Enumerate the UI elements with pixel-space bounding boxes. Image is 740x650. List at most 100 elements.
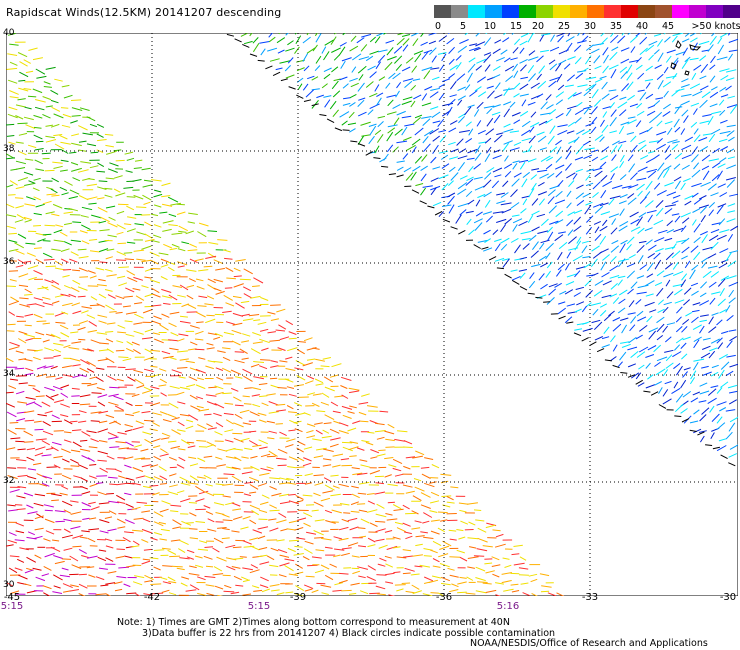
wind-barb (727, 53, 734, 61)
wind-barb (667, 139, 678, 144)
wind-barb (709, 297, 716, 305)
wind-barb (645, 362, 651, 369)
wind-barb (293, 402, 303, 407)
wind-barb (654, 64, 662, 69)
wind-map-plot[interactable] (6, 33, 738, 596)
wind-barb (558, 231, 566, 234)
legend-swatch (553, 5, 570, 18)
wind-barb (77, 248, 87, 251)
wind-barb (258, 383, 268, 386)
contamination-barb (535, 296, 543, 299)
wind-barb (18, 338, 27, 344)
wind-barb (78, 410, 87, 414)
contamination-barb (643, 390, 651, 393)
wind-barb (90, 411, 102, 414)
wind-barb (222, 483, 234, 486)
wind-barb (171, 417, 180, 421)
wind-barb (161, 589, 170, 593)
wind-barb (468, 229, 475, 236)
wind-barb (186, 556, 194, 560)
wind-barb (401, 66, 411, 72)
wind-barb (711, 128, 721, 135)
wind-barb (142, 184, 153, 188)
wind-barb (538, 273, 545, 281)
wind-barb (303, 446, 313, 450)
wind-barb (360, 44, 368, 52)
wind-barb (422, 593, 433, 596)
wind-barb (645, 239, 653, 245)
wind-barb (402, 504, 410, 510)
wind-barb (459, 556, 468, 562)
wind-barb (126, 341, 133, 346)
wind-barb (717, 163, 726, 169)
wind-barb (133, 322, 143, 325)
wind-barb (644, 227, 653, 232)
wind-barb (168, 592, 177, 596)
wind-barb (404, 567, 415, 572)
wind-barb (358, 545, 367, 548)
wind-barb (288, 337, 297, 340)
wind-barb (475, 199, 481, 207)
wind-barb (78, 267, 88, 272)
wind-barb (466, 218, 472, 226)
wind-barb (599, 119, 605, 127)
wind-barb (708, 202, 716, 208)
wind-barb (252, 37, 259, 44)
wind-barb (42, 430, 54, 436)
wind-barb (430, 67, 440, 70)
wind-barb (116, 494, 126, 501)
wind-barb (718, 99, 725, 106)
wind-barb (512, 160, 520, 164)
wind-barb (423, 143, 431, 153)
wind-barb (545, 270, 552, 278)
wind-barb (249, 476, 259, 482)
wind-barb (104, 268, 113, 272)
wind-barb (474, 145, 481, 154)
wind-barb (619, 220, 629, 227)
wind-barb (455, 55, 462, 61)
wind-barb (116, 548, 125, 550)
wind-barb (415, 183, 424, 187)
wind-barb (142, 389, 152, 394)
wind-barb (144, 238, 155, 242)
wind-barb (702, 170, 710, 181)
wind-barb (261, 347, 269, 351)
wind-barb (34, 527, 44, 531)
wind-barb (610, 69, 617, 79)
wind-barb (682, 336, 691, 341)
wind-barb (710, 55, 716, 64)
wind-barb (626, 270, 636, 279)
wind-barb (195, 311, 206, 318)
wind-barb (205, 444, 215, 448)
wind-barb (496, 192, 506, 196)
wind-barb (306, 358, 316, 361)
wind-barb (87, 178, 95, 181)
wind-barb (141, 510, 151, 513)
contamination-barb (566, 321, 574, 324)
wind-barb (675, 51, 686, 56)
wind-barb (554, 199, 566, 205)
wind-barb (324, 99, 331, 108)
wind-barb (437, 118, 445, 128)
wind-barb (131, 341, 140, 346)
wind-barb (599, 202, 609, 207)
wind-barb (537, 135, 547, 143)
wind-barb (285, 74, 295, 79)
wind-barb (136, 501, 148, 504)
wind-barb (691, 154, 699, 163)
wind-barb (554, 164, 565, 170)
wind-barb (133, 348, 141, 355)
wind-barb (251, 394, 260, 397)
wind-barb (602, 65, 609, 74)
wind-barb (405, 490, 415, 494)
wind-barb (179, 386, 191, 390)
wind-barb (52, 161, 63, 164)
wind-barb (438, 83, 446, 88)
wind-barb (104, 194, 113, 198)
wind-barb (96, 133, 104, 138)
wind-barb (217, 350, 226, 353)
wind-barb (258, 554, 268, 558)
wind-barb (540, 590, 550, 593)
wind-barb (313, 501, 324, 507)
wind-barb (366, 576, 377, 582)
